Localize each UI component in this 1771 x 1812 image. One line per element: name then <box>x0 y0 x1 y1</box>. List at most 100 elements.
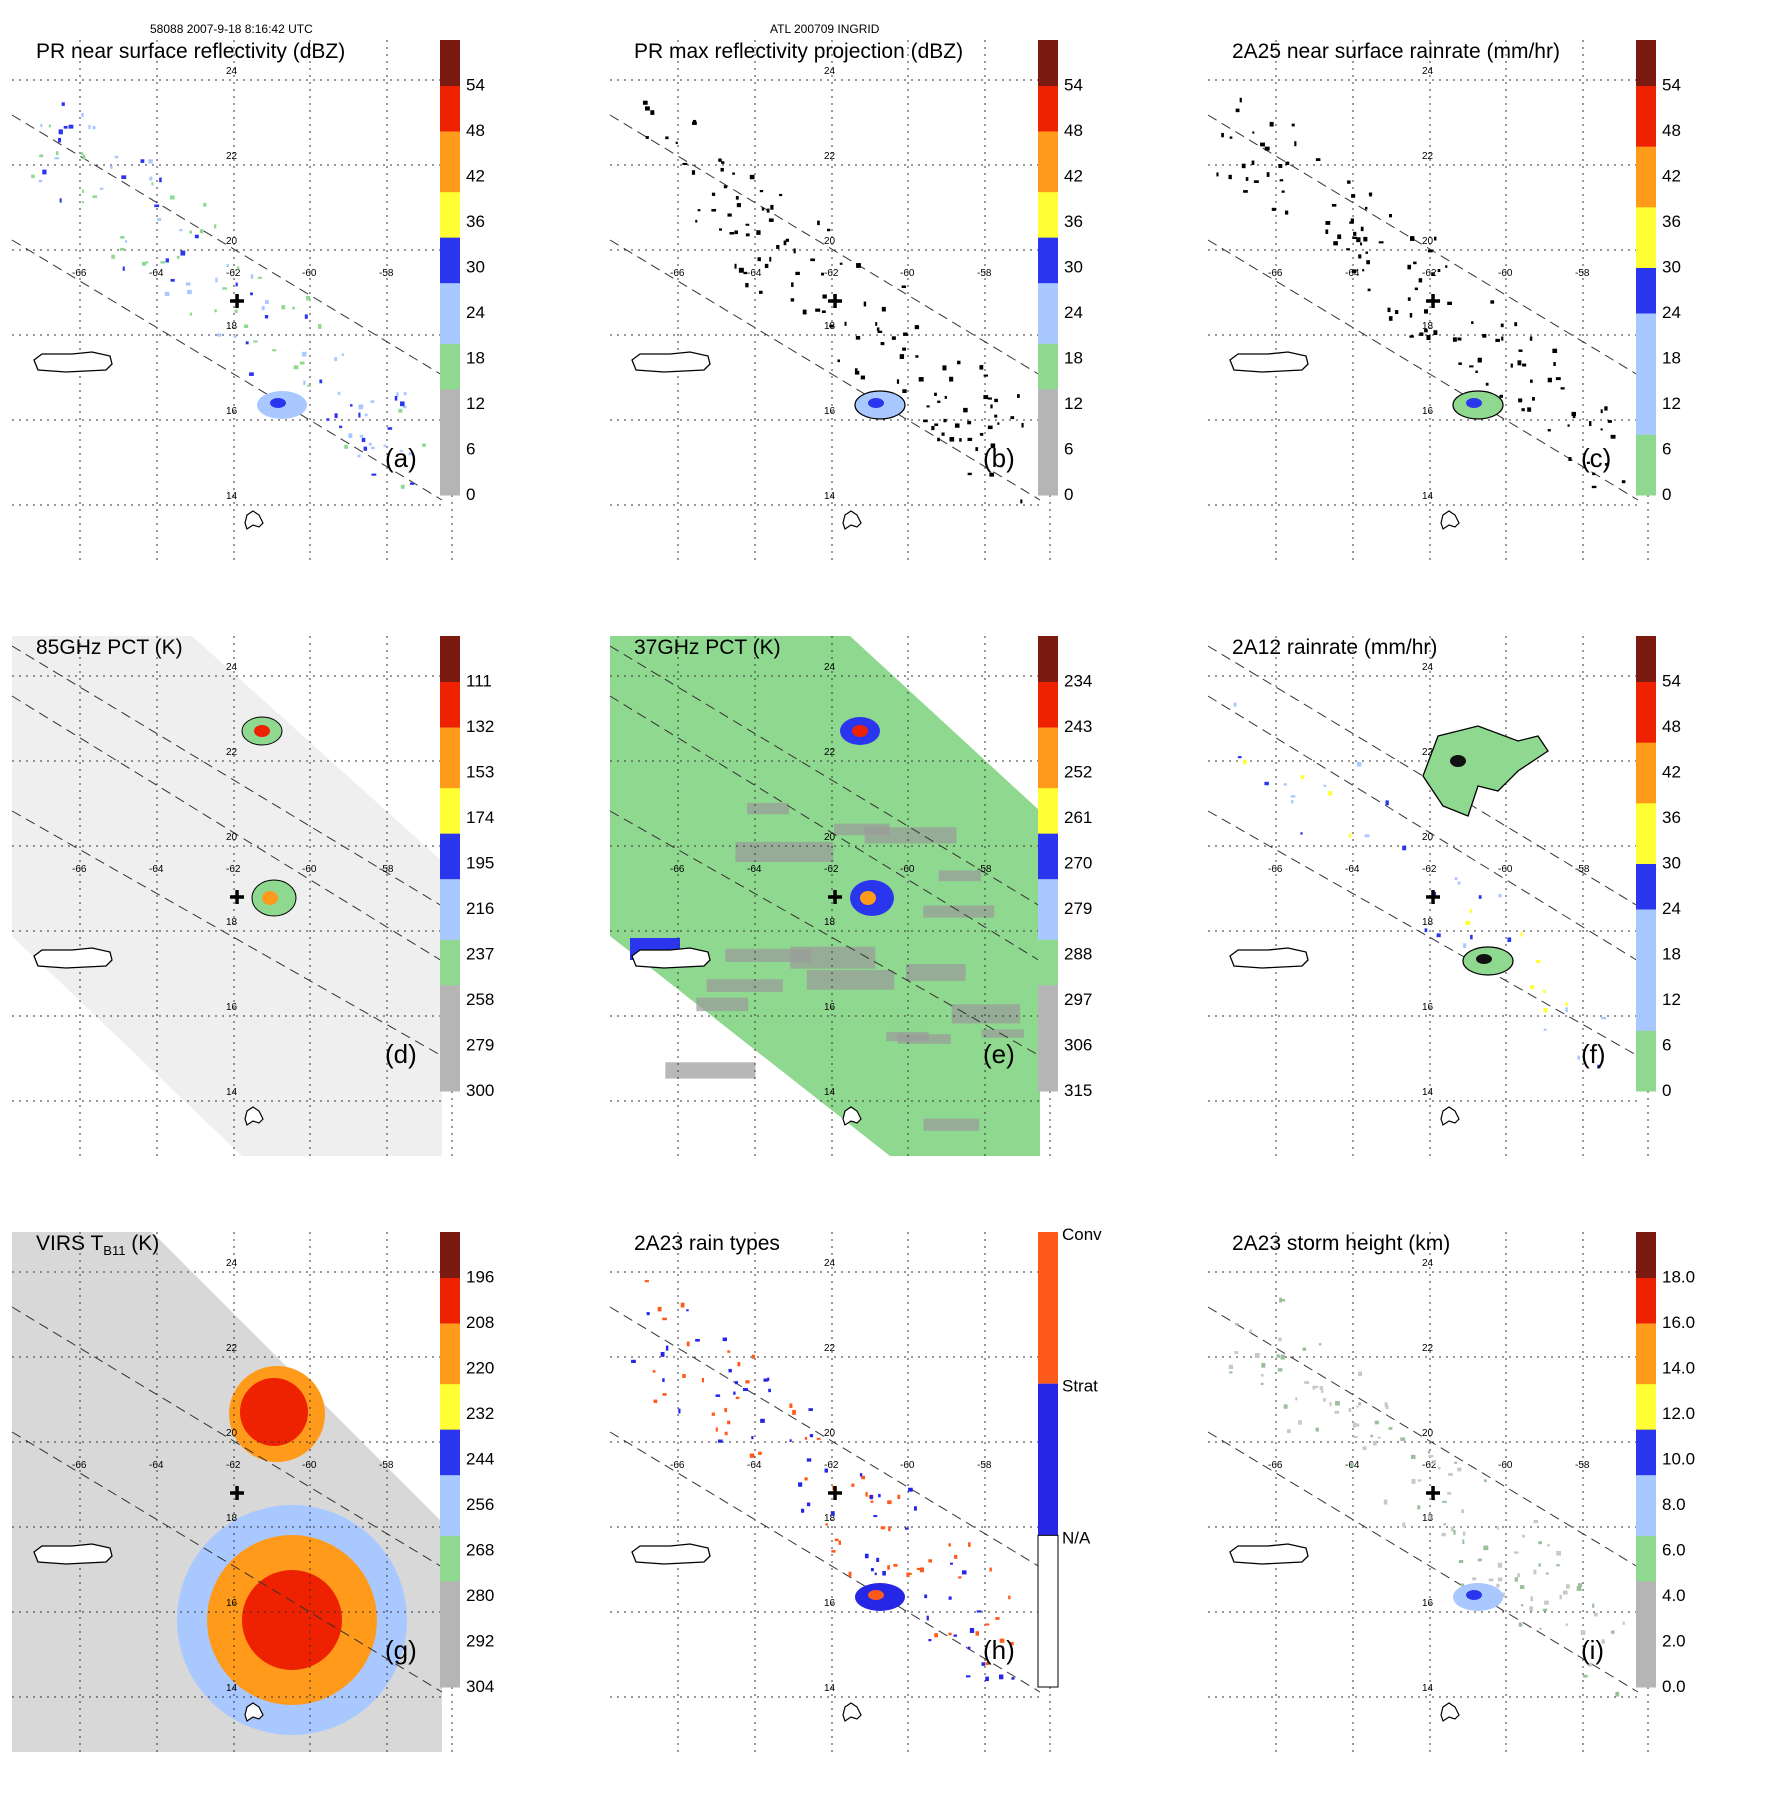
colorbar-segment <box>440 1459 460 1476</box>
echo-pixel <box>691 121 697 125</box>
colorbar-segment <box>440 1489 460 1506</box>
colorbar-tick-label: 132 <box>466 717 494 736</box>
echo-pixel <box>1237 756 1242 759</box>
echo-pixel <box>1260 1374 1264 1377</box>
colorbar-tick-label: 220 <box>466 1359 494 1378</box>
island-outline <box>1440 1702 1460 1722</box>
colorbar-segment <box>1636 1338 1656 1354</box>
colorbar-tick-label: 208 <box>466 1313 494 1332</box>
cold-cloud-core <box>240 1378 308 1446</box>
echo-pixel <box>763 1378 769 1382</box>
echo-pixel <box>1021 423 1024 428</box>
colorbar-segment <box>1636 1565 1656 1582</box>
echo-pixel <box>1507 937 1512 942</box>
storm-center-marker <box>230 294 245 308</box>
map-svg-d: 242220181614-66-64-62-60-58-563002792582… <box>11 636 494 1156</box>
echo-pixel <box>1286 1429 1291 1434</box>
echo-pixel <box>1604 463 1609 466</box>
swath-edge-line <box>1207 645 1639 907</box>
echo-pixel <box>994 414 998 418</box>
echo-pixel <box>307 384 311 387</box>
colorbar-segment <box>1636 1596 1656 1612</box>
colorbar-segment <box>440 711 460 728</box>
panel-label: (d) <box>385 1039 417 1069</box>
echo-pixel <box>876 1557 880 1563</box>
storm-center-marker <box>1426 294 1441 308</box>
colorbar-segment <box>440 70 460 86</box>
island-outline <box>244 510 264 530</box>
echo-pixel <box>821 310 826 314</box>
echo-pixel <box>1281 190 1285 193</box>
colorbar-segment <box>1636 100 1656 117</box>
echo-pixel <box>926 1615 929 1621</box>
lon-tick-label: -58 <box>379 1460 394 1471</box>
colorbar-tick-label: 216 <box>466 899 494 918</box>
puerto-rico-outline <box>33 1543 113 1565</box>
lon-tick-label: -66 <box>1268 268 1283 279</box>
echo-pixel <box>808 1408 813 1411</box>
echo-pixel <box>1239 97 1242 103</box>
cold-pixel-band <box>951 1004 1021 1024</box>
colorbar-tick-label: 30 <box>1064 258 1083 277</box>
island-outline <box>1440 510 1460 530</box>
echo-pixel <box>1285 161 1290 166</box>
echo-pixel <box>1409 312 1413 318</box>
echo-pixel <box>860 375 866 380</box>
echo-pixel <box>1321 1390 1324 1393</box>
puerto-rico-outline <box>631 351 711 373</box>
colorbar-segment <box>440 1611 460 1627</box>
echo-pixel <box>1328 791 1333 796</box>
echo-pixel <box>723 185 728 189</box>
echo-pixel <box>975 447 979 452</box>
colorbar-d: 300 279 258 237 216 195 174 153 132 111 <box>440 636 494 1100</box>
colorbar-tick-label: 288 <box>1064 945 1092 964</box>
echo-pixel <box>1538 1563 1541 1567</box>
colorbar-segment <box>440 343 460 359</box>
scattering-core <box>254 725 270 737</box>
colorbar-tick-label: 54 <box>1662 672 1681 691</box>
echo-pixel <box>1462 1531 1466 1536</box>
echo-pixel <box>1586 461 1590 465</box>
echo-pixel <box>165 258 169 263</box>
echo-pixel <box>969 1627 975 1633</box>
echo-pixel <box>55 151 59 156</box>
echo-pixel <box>1334 1410 1340 1414</box>
colorbar-segment <box>1038 85 1058 102</box>
echo-pixel <box>985 1623 990 1626</box>
echo-pixel <box>1300 775 1305 780</box>
echo-pixel <box>727 1350 731 1353</box>
colorbar-segment <box>440 388 460 405</box>
echo-pixel <box>1298 1420 1302 1425</box>
colorbar-segment <box>1636 681 1656 698</box>
colorbar-segment <box>440 818 460 834</box>
lon-tick-label: -66 <box>670 268 685 279</box>
lat-tick-label: 22 <box>1422 1343 1434 1354</box>
colorbar-segment <box>1636 1368 1656 1385</box>
lon-tick-label: -58 <box>977 268 992 279</box>
colorbar-segment <box>1636 1580 1656 1597</box>
colorbar-segment <box>1636 176 1656 193</box>
echo-pixel <box>186 289 192 295</box>
swath-edge-line <box>1207 114 1639 376</box>
echo-pixel <box>1364 834 1370 838</box>
colorbar-segment <box>1636 772 1656 789</box>
echo-pixel <box>976 1610 982 1613</box>
echo-pixel <box>1235 108 1240 113</box>
echo-pixel <box>682 1374 686 1378</box>
echo-pixel <box>1555 377 1561 381</box>
echo-pixel <box>1241 163 1246 169</box>
colorbar-tick-label: 268 <box>466 1541 494 1560</box>
convective-core <box>1476 954 1492 964</box>
panel-title: 37GHz PCT (K) <box>634 636 781 659</box>
echo-pixel <box>881 306 886 312</box>
echo-pixel <box>1536 959 1541 963</box>
colorbar-segment <box>440 984 460 1001</box>
convective-core <box>1466 1590 1482 1600</box>
colorbar-tick-label: 48 <box>466 121 485 140</box>
echo-pixel <box>1592 1603 1595 1608</box>
echo-pixel <box>1460 1583 1465 1587</box>
echo-pixel <box>1427 1514 1432 1520</box>
colorbar-segment <box>440 1323 460 1339</box>
echo-pixel <box>983 395 989 400</box>
echo-pixel <box>913 1506 917 1511</box>
